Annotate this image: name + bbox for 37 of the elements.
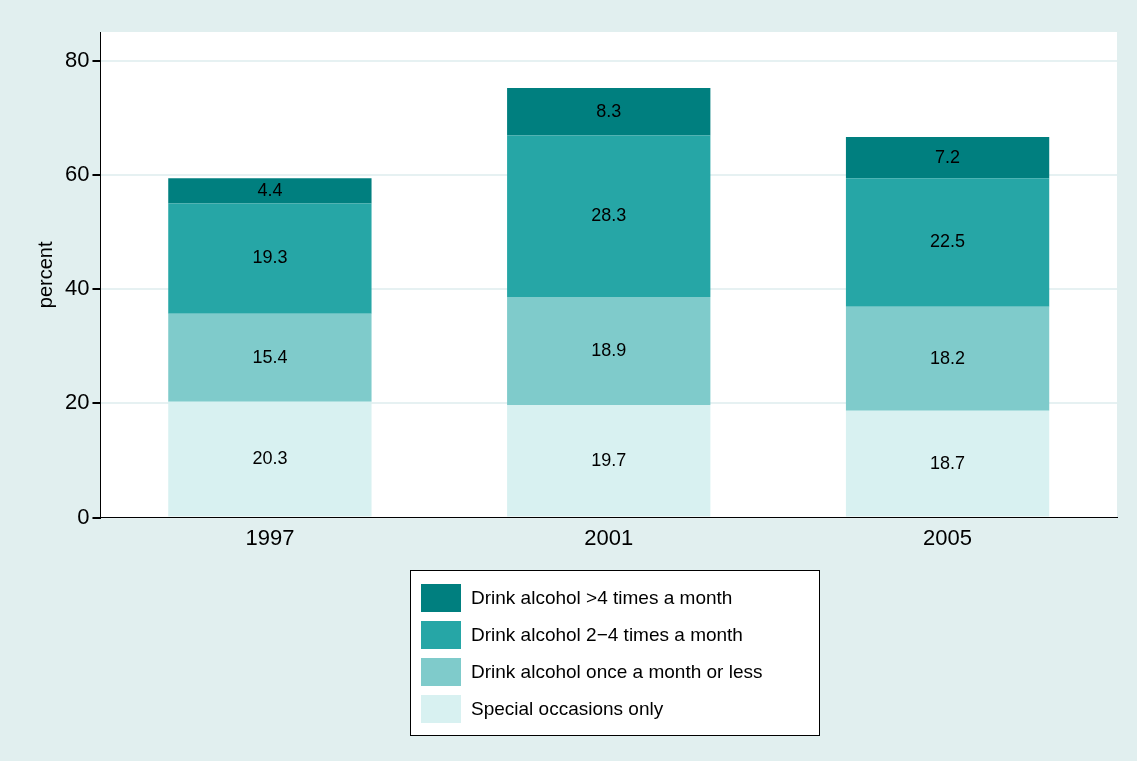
data-label: 4.4 [257,179,283,200]
bar [845,306,1050,411]
data-label: 19.7 [591,449,627,470]
legend-label: Drink alcohol once a month or less [471,660,763,683]
bar [507,297,711,406]
y-tick-label: 0 [77,503,90,529]
legend-label: Special occasions only [471,697,664,720]
y-tick-label: 40 [64,275,90,301]
y-tick-label: 80 [64,46,90,72]
y-axis-title: percent [33,241,56,309]
x-tick-label: 1997 [245,524,295,550]
bar [845,178,1050,307]
bar [507,135,711,298]
data-label: 7.2 [935,146,961,167]
bar [168,401,372,517]
legend-label: Drink alcohol >4 times a month [471,586,733,609]
legend-label: Drink alcohol 2−4 times a month [471,623,743,646]
data-label: 8.3 [596,100,622,121]
data-label: 22.5 [930,231,966,252]
data-label: 15.4 [252,346,288,367]
bar [168,178,372,204]
data-label: 28.3 [591,205,627,226]
data-label: 19.3 [252,247,288,268]
data-label: 20.3 [252,448,288,469]
bar [507,87,711,136]
data-label: 18.7 [930,452,966,473]
bar [845,410,1050,517]
bar [168,313,372,402]
x-tick-label: 2001 [584,524,634,550]
data-label: 18.2 [930,347,966,368]
bar [168,203,372,314]
data-label: 18.9 [591,340,627,361]
y-tick-label: 20 [64,389,90,415]
y-tick-label: 60 [64,160,90,186]
x-tick-label: 2005 [923,524,973,550]
bar [507,405,711,517]
bar [845,137,1050,179]
